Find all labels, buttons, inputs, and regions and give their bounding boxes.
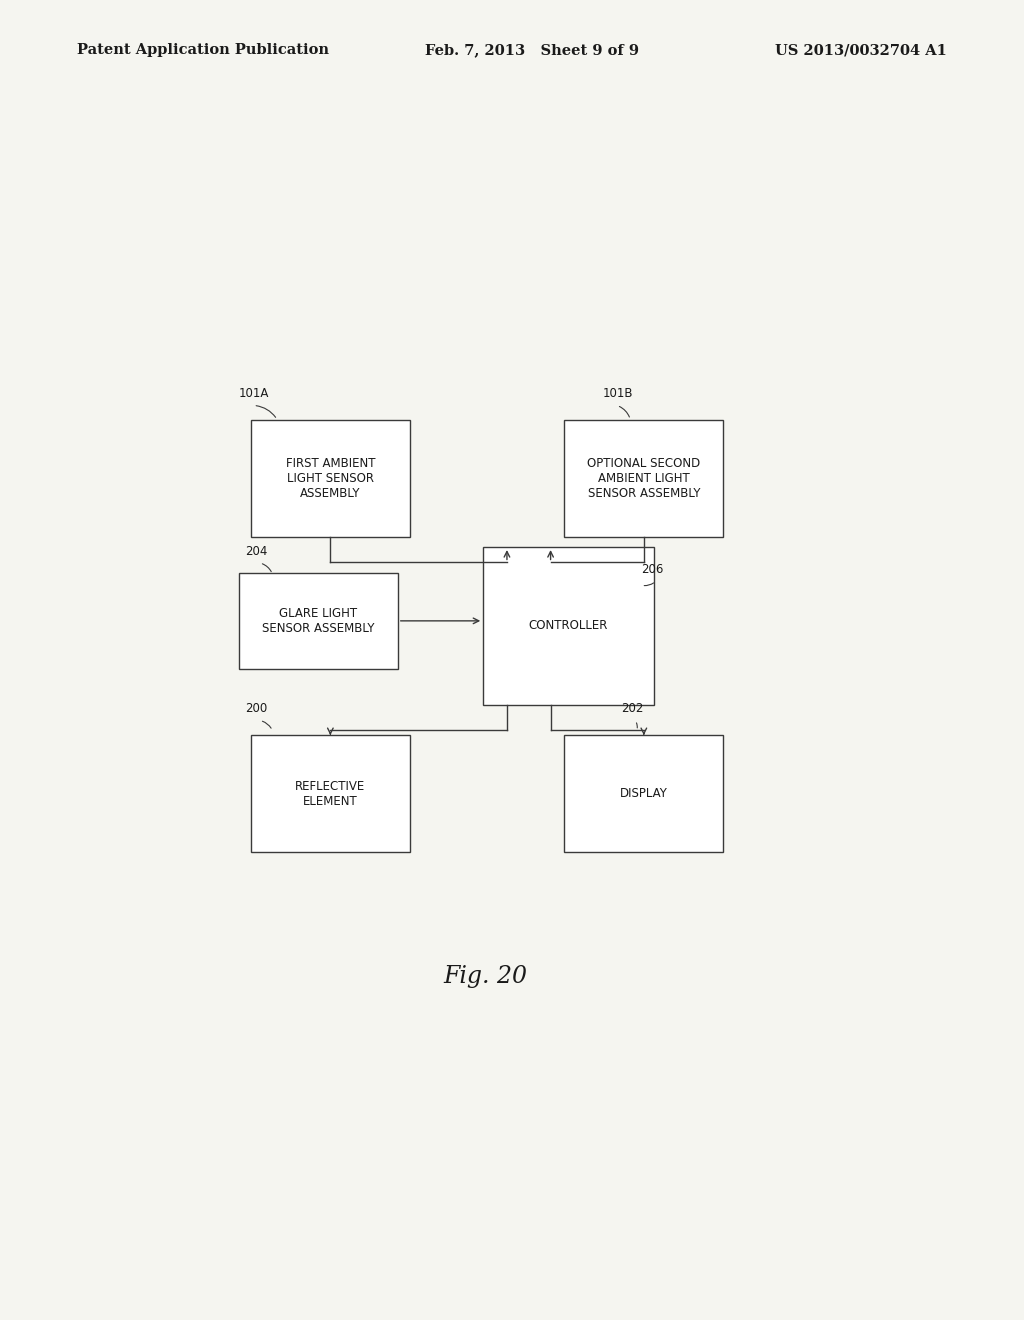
Text: 206: 206	[641, 564, 664, 576]
Bar	[564, 420, 723, 537]
Text: GLARE LIGHT
SENSOR ASSEMBLY: GLARE LIGHT SENSOR ASSEMBLY	[262, 607, 375, 635]
Text: FIRST AMBIENT
LIGHT SENSOR
ASSEMBLY: FIRST AMBIENT LIGHT SENSOR ASSEMBLY	[286, 457, 375, 500]
Text: 204: 204	[246, 545, 268, 558]
Text: OPTIONAL SECOND
AMBIENT LIGHT
SENSOR ASSEMBLY: OPTIONAL SECOND AMBIENT LIGHT SENSOR ASS…	[587, 457, 700, 500]
Text: Patent Application Publication: Patent Application Publication	[77, 44, 329, 57]
Bar	[564, 735, 723, 853]
Text: 101A: 101A	[240, 387, 269, 400]
Text: 202: 202	[621, 702, 643, 715]
Text: US 2013/0032704 A1: US 2013/0032704 A1	[775, 44, 947, 57]
Text: Feb. 7, 2013   Sheet 9 of 9: Feb. 7, 2013 Sheet 9 of 9	[425, 44, 639, 57]
Bar	[251, 735, 410, 853]
Text: Fig. 20: Fig. 20	[443, 965, 527, 989]
Text: CONTROLLER: CONTROLLER	[528, 619, 608, 632]
Bar	[483, 548, 653, 705]
Text: 200: 200	[246, 702, 267, 715]
Bar	[251, 420, 410, 537]
Text: REFLECTIVE
ELEMENT: REFLECTIVE ELEMENT	[295, 780, 366, 808]
Text: 101B: 101B	[602, 387, 633, 400]
Bar	[239, 573, 397, 669]
Text: DISPLAY: DISPLAY	[620, 787, 668, 800]
